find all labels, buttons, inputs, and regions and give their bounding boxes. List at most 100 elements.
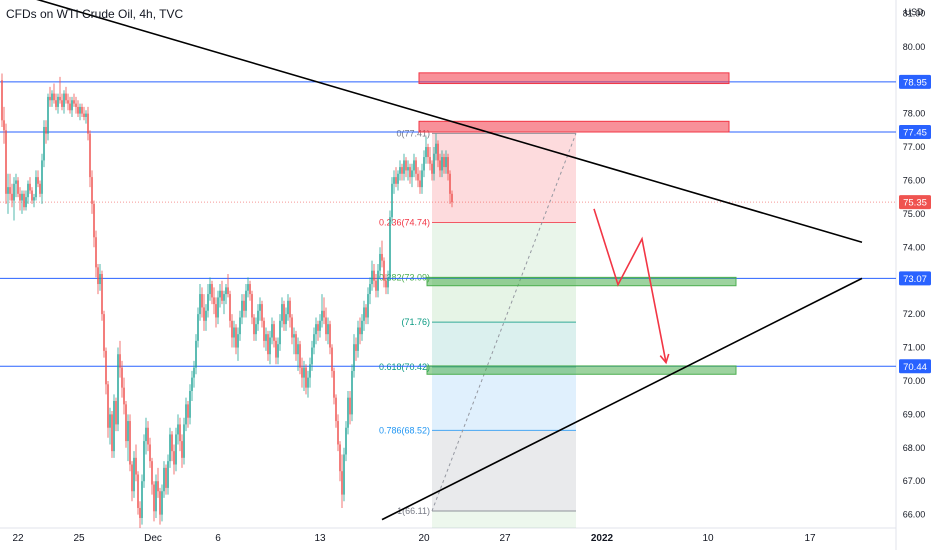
gridlines [0, 0, 897, 550]
fib-level-label: 0(77.41) [396, 128, 430, 138]
candle-body [131, 464, 133, 492]
fib-level-label: 0.382(73.09) [379, 273, 430, 283]
candle-body [91, 177, 93, 204]
fib-band [432, 366, 576, 431]
candle-body [205, 310, 207, 321]
candle [129, 414, 131, 472]
candle-body [369, 284, 371, 295]
time-tick-label: 27 [499, 533, 511, 544]
candle [153, 481, 155, 522]
candle-body [33, 197, 35, 201]
candle-body [67, 100, 69, 104]
candle [269, 330, 271, 365]
candle [17, 177, 19, 198]
candle-body [53, 93, 55, 101]
candle [99, 264, 101, 291]
candle-body [237, 334, 239, 348]
candle [349, 390, 351, 425]
candle [205, 304, 207, 331]
candle [231, 314, 233, 348]
price-tick-label: 71.00 [903, 343, 926, 353]
price-badge[interactable]: 78.95 [899, 74, 931, 89]
candle [77, 100, 79, 117]
candle-body [71, 100, 73, 111]
candle [207, 284, 209, 318]
candle [187, 401, 189, 428]
candle-body [289, 300, 291, 318]
candle-body [349, 397, 351, 415]
candle-body [447, 157, 449, 174]
trendline[interactable] [381, 277, 863, 521]
price-axis[interactable]: USD81.0080.0079.0078.0077.0076.0075.0074… [897, 0, 932, 550]
candle [333, 367, 335, 405]
candle [393, 170, 395, 194]
candle [395, 167, 397, 188]
time-axis[interactable]: 22 25 Dec 6 13 20 27 2022 10 17 [12, 533, 816, 544]
candle [143, 434, 145, 488]
time-tick-label: 17 [804, 533, 816, 544]
price-zones[interactable] [418, 72, 737, 375]
price-badge[interactable]: 73.07 [899, 271, 931, 286]
candle [345, 421, 347, 462]
price-badge[interactable]: 75.35 [899, 195, 931, 210]
candle [173, 444, 175, 475]
resistance-zone[interactable] [418, 72, 730, 85]
projection-path[interactable] [593, 208, 667, 363]
candle [357, 320, 359, 358]
price-tick-label: 72.00 [903, 309, 926, 319]
trendline[interactable] [22, 0, 863, 244]
fib-band [432, 222, 576, 278]
candle [161, 484, 163, 522]
candle [287, 294, 289, 321]
candle-body [305, 367, 307, 388]
price-tick-label: 76.00 [903, 175, 926, 185]
price-badge[interactable]: 70.44 [899, 359, 931, 374]
candle [201, 287, 203, 318]
candle-body [61, 100, 63, 107]
candle-body [169, 434, 171, 462]
fib-level-label: 0.236(74.74) [379, 218, 430, 228]
candle-body [331, 347, 333, 371]
candle [33, 193, 35, 208]
chart-title: CFDs on WTI Crude Oil, 4h, TVC [6, 7, 184, 21]
candle-body [443, 157, 445, 168]
trendlines[interactable] [22, 0, 863, 521]
candle [247, 277, 249, 298]
candle [411, 163, 413, 188]
fib-band [432, 430, 576, 511]
price-badge[interactable]: 77.45 [899, 125, 931, 139]
candle-body [381, 253, 383, 261]
candle-body [43, 126, 45, 161]
candle-body [299, 344, 301, 368]
candle [73, 93, 75, 107]
candle [79, 103, 81, 121]
candle-body [379, 253, 381, 271]
candle [421, 163, 423, 194]
candle [351, 364, 353, 422]
support-zone[interactable] [426, 276, 737, 287]
candle-body [135, 457, 137, 475]
candle [27, 180, 29, 204]
candle [179, 417, 181, 452]
candle [377, 264, 379, 298]
candle [217, 290, 219, 325]
candle-body [405, 160, 407, 171]
candle [87, 106, 89, 141]
candle-body [129, 421, 131, 465]
candle [405, 157, 407, 178]
candle [51, 90, 53, 107]
candle [127, 414, 129, 462]
projection-arrow[interactable] [593, 208, 670, 365]
resistance-zone[interactable] [418, 120, 730, 133]
candle [297, 337, 299, 371]
candle-body [377, 270, 379, 291]
candle [141, 474, 143, 525]
candle-body [19, 193, 21, 201]
candle [95, 230, 97, 278]
price-tick-label: 69.00 [903, 409, 926, 419]
candle-body [435, 143, 437, 154]
time-tick-label: 20 [418, 533, 430, 544]
candle-body [387, 277, 389, 288]
support-zone[interactable] [426, 365, 737, 375]
